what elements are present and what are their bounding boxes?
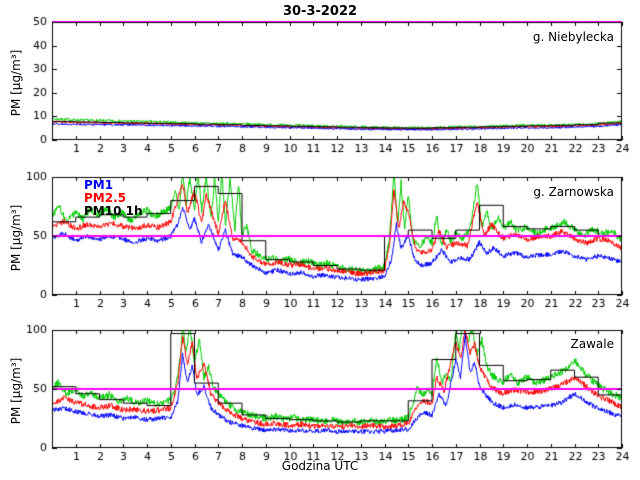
legend: PM1 PM2.5 PM10 1h (84, 179, 143, 218)
legend-item: PM10 1h (84, 204, 143, 218)
legend-item: PM2.5 (84, 191, 126, 205)
y-axis-label-panel3: PM [µg/m³] (9, 357, 23, 425)
y-axis-label-panel1: PM [µg/m³] (9, 49, 23, 117)
y-axis-label-panel2: PM [µg/m³] (9, 204, 23, 272)
station-label-zawale: Zawale (570, 337, 614, 351)
x-axis-label: Godzina UTC (281, 459, 359, 473)
station-label-niebylecka: g. Niebylecka (532, 30, 614, 44)
station-label-zarnowska: g. Zarnowska (533, 185, 614, 199)
chart-title: 30-3-2022 (282, 4, 358, 19)
legend-item: PM1 (84, 178, 114, 192)
